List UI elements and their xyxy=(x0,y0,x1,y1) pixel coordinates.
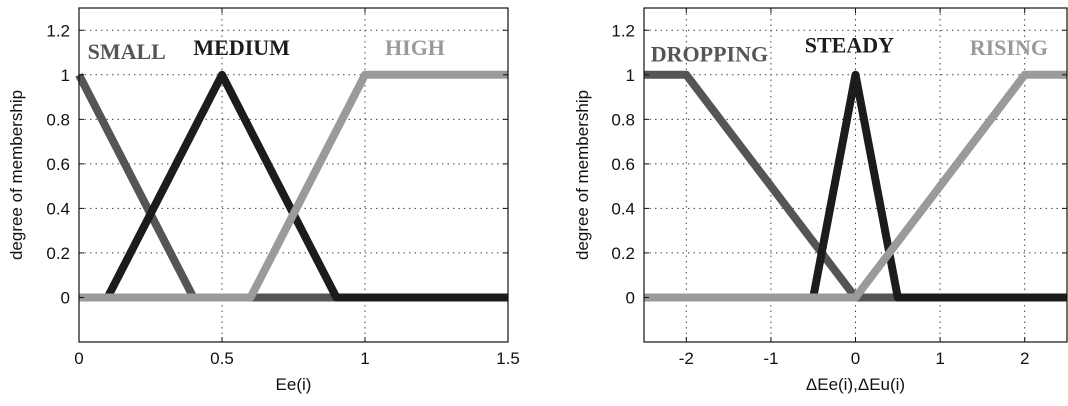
y-tick-label: 1.2 xyxy=(611,21,635,40)
x-tick-label: 0.5 xyxy=(210,349,234,368)
y-tick-label: 0.2 xyxy=(46,244,70,263)
plot-frame xyxy=(78,7,509,343)
mf-label-medium: MEDIUM xyxy=(193,35,290,60)
y-tick-label: 0.2 xyxy=(611,244,635,263)
y-tick-label: 1 xyxy=(61,66,70,85)
x-axis-title: ΔEe(i),ΔEu(i) xyxy=(806,375,905,394)
y-tick-label: 0.8 xyxy=(611,110,635,129)
ee-membership-chart: 0 0.5 1 1.5 0 0.2 0.4 0.6 0.8 1 1.2 Ee(i) degree of … xyxy=(7,7,520,394)
x-tick-label: 2 xyxy=(1020,349,1029,368)
x-tick-label: -1 xyxy=(763,349,778,368)
y-tick-label: 0.4 xyxy=(46,199,70,218)
y-tick-label: 0.6 xyxy=(46,155,70,174)
x-tick-label: 1 xyxy=(935,349,944,368)
mf-label-steady: STEADY xyxy=(805,33,894,58)
y-tick-label: 0.8 xyxy=(46,110,70,129)
mf-label-dropping: DROPPING xyxy=(651,41,768,66)
x-tick-label: 1.5 xyxy=(496,349,520,368)
y-tick-label: 1.2 xyxy=(46,21,70,40)
x-axis-title: Ee(i) xyxy=(276,375,312,394)
y-tick-label: 0.4 xyxy=(611,199,635,218)
x-tick-label: 1 xyxy=(360,349,369,368)
series-line-high xyxy=(79,70,508,302)
y-tick-label: 0.6 xyxy=(611,155,635,174)
y-tick-label: 1 xyxy=(626,66,635,85)
mf-label-rising: RISING xyxy=(970,35,1048,60)
series-line-medium xyxy=(79,70,508,302)
mf-label-high: HIGH xyxy=(385,35,445,60)
mf-label-small: SMALL xyxy=(88,39,166,64)
x-tick-label: 0 xyxy=(851,349,860,368)
x-tick-label: -2 xyxy=(679,349,694,368)
y-axis-title: degree of membership xyxy=(573,90,592,260)
y-tick-label: 0 xyxy=(61,288,70,307)
delta-membership-chart: -2 -1 0 1 2 0 0.2 0.4 0.6 0.8 1 1.2 ΔEe(i),ΔEu(i) deg… xyxy=(573,7,1068,394)
x-tick-label: 0 xyxy=(74,349,83,368)
series-line-small xyxy=(75,72,508,302)
y-tick-label: 0 xyxy=(626,288,635,307)
y-axis-title: degree of membership xyxy=(7,90,26,260)
series-line-rising xyxy=(644,70,1067,302)
